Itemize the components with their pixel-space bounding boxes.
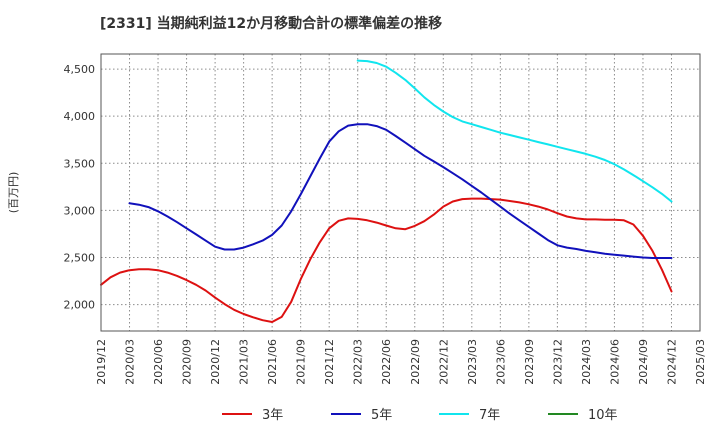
x-tick-label: 2021/06 <box>266 339 279 385</box>
x-tick-label: 2023/09 <box>523 339 536 385</box>
x-tick-label: 2023/06 <box>494 339 507 385</box>
y-tick-label: 3,000 <box>64 204 96 217</box>
x-tick-label: 2020/03 <box>124 339 137 385</box>
x-tick-label: 2021/12 <box>323 339 336 385</box>
x-tick-labels: 2019/12 2020/03 2020/06 2020/09 2020/12 2021/… <box>95 339 707 385</box>
x-tick-label: 2019/12 <box>95 339 108 385</box>
y-tick-label: 4,500 <box>64 63 96 76</box>
x-tick-label: 2020/12 <box>209 339 222 385</box>
y-tick-label: 3,500 <box>64 157 96 170</box>
x-tick-label: 2021/03 <box>238 339 251 385</box>
y-tick-label: 4,000 <box>64 110 96 123</box>
x-tick-label: 2020/09 <box>181 339 194 385</box>
x-tick-label: 2022/03 <box>352 339 365 385</box>
x-tick-label: 2021/09 <box>295 339 308 385</box>
series-line-7年 <box>356 59 673 203</box>
series-line-3年 <box>100 197 673 323</box>
x-tick-label: 2022/09 <box>409 339 422 385</box>
x-tick-label: 2023/03 <box>466 339 479 385</box>
y-tick-labels: 2,000 2,500 3,000 3,500 4,000 4,500 <box>64 63 96 312</box>
legend-label: 10年 <box>588 408 618 423</box>
x-tick-label: 2020/06 <box>152 339 165 385</box>
y-axis-label-group: (百万円) <box>7 172 20 214</box>
x-tick-label: 2024/12 <box>665 339 678 385</box>
x-tick-label: 2022/12 <box>437 339 450 385</box>
y-tick-label: 2,000 <box>64 299 96 312</box>
series-line-5年 <box>128 123 673 259</box>
x-tick-label: 2024/09 <box>637 339 650 385</box>
x-tick-label: 2023/12 <box>551 339 564 385</box>
legend-label: 5年 <box>371 408 392 423</box>
x-tick-label: 2022/06 <box>380 339 393 385</box>
x-tick-label: 2024/06 <box>608 339 621 385</box>
x-tick-label: 2024/03 <box>580 339 593 385</box>
plot-frame <box>100 53 701 332</box>
x-tick-label: 2025/03 <box>694 339 707 385</box>
chart-title: [2331] 当期純利益12か月移動合計の標準偏差の推移 <box>100 15 442 32</box>
legend-label: 7年 <box>479 408 500 423</box>
legend: 3年 5年 7年 10年 <box>222 408 618 423</box>
series-layer <box>100 59 673 323</box>
legend-label: 3年 <box>262 408 283 423</box>
y-tick-label: 2,500 <box>64 252 96 265</box>
grid-lines <box>100 54 701 331</box>
y-axis-label: (百万円) <box>7 172 20 214</box>
